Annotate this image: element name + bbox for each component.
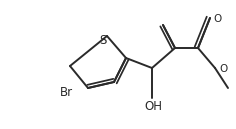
Text: OH: OH xyxy=(144,100,162,114)
Text: Br: Br xyxy=(59,87,72,99)
Text: O: O xyxy=(214,14,222,24)
Text: O: O xyxy=(219,64,227,74)
Text: S: S xyxy=(99,34,107,47)
